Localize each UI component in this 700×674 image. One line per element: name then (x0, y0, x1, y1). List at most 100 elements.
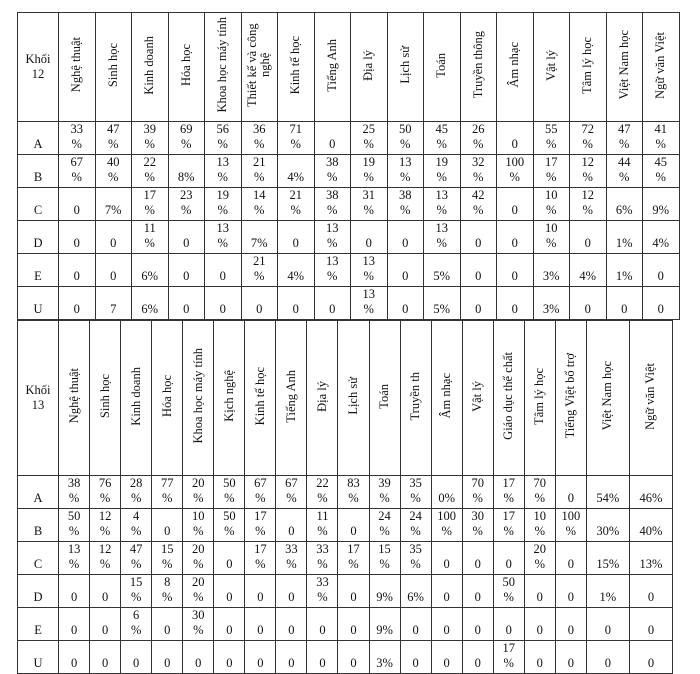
subject-name: Kịch nghệ (221, 370, 236, 422)
table-cell: 0 (554, 574, 587, 608)
column-header: Nghệ thuật (58, 12, 96, 122)
table-cell: 6% (399, 574, 432, 608)
table-cell: 0 (496, 220, 534, 254)
grade-letter: U (17, 286, 59, 320)
table-cell: 12 % (569, 187, 607, 221)
table-cell: 69 % (167, 121, 205, 155)
table-cell: 0 (94, 253, 132, 287)
table-cell: 0 (58, 640, 91, 674)
table-cell: 0 (89, 640, 122, 674)
table-cell: 4% (642, 220, 680, 254)
table-cell: 17 % (532, 154, 570, 188)
table-cell: 0 (58, 253, 96, 287)
table-cell: 4 % (120, 508, 153, 542)
subject-name: Nghệ thuật (69, 37, 84, 93)
table-cell: 13 % (313, 253, 351, 287)
table-cell: 31 % (350, 187, 388, 221)
table-cell: 0 (459, 253, 497, 287)
grade-letter: A (17, 121, 59, 155)
table-cell: 11 % (306, 508, 339, 542)
table-cell: 0 (167, 253, 205, 287)
table-cell: 0 (213, 640, 246, 674)
table-cell: 5% (423, 286, 461, 320)
table-cell: 38 % (313, 187, 351, 221)
subject-name: Nghệ thuật (66, 368, 81, 424)
table-cell: 32 % (459, 154, 497, 188)
table-cell: 10 % (182, 508, 215, 542)
table-cell: 15% (585, 541, 630, 575)
table-row: B 67 % 40 % 22 % 8% 13 % 21 % 4% 38 % 19 % 13 % 19 … (17, 154, 680, 188)
table-cell: 0 (430, 607, 463, 641)
column-header: Vật lý (461, 320, 494, 476)
table-cell: 50 % (386, 121, 424, 155)
table-cell: 20 % (182, 541, 215, 575)
table-cell: 0 (554, 475, 587, 509)
subject-name: Hóa học (159, 375, 174, 417)
table-cell: 19 % (204, 187, 242, 221)
column-header: Sinh học (89, 320, 122, 476)
table-cell: 0 (461, 607, 494, 641)
column-header: Khoa học máy tính (182, 320, 215, 476)
table-cell: 13 % (386, 154, 424, 188)
column-header: Vật lý (532, 12, 570, 122)
table-cell: 10 % (532, 220, 570, 254)
subject-name: Kinh tế học (288, 35, 303, 95)
grade-letter: D (17, 220, 59, 254)
table-cell: 45 % (423, 121, 461, 155)
table-cell: 3% (368, 640, 401, 674)
table-cell: 76 % (89, 475, 122, 509)
table-cell: 15 % (120, 574, 153, 608)
table-row: D 0 0 11 % 0 13 % 7% 0 13 % 0 0 13 % 0 0 10 % 0 1% 4% (17, 220, 680, 254)
table-cell: 0 (430, 541, 463, 575)
table-cell: 100 % (430, 508, 463, 542)
table-cell: 0 (313, 286, 351, 320)
table-cell: 70 % (523, 475, 556, 509)
column-header: Sinh học (94, 12, 132, 122)
table-cell: 71 % (277, 121, 315, 155)
column-header: Truyền th (399, 320, 432, 476)
table-cell: 0 (204, 253, 242, 287)
table-cell: 0 (337, 574, 370, 608)
table-cell: 4% (277, 253, 315, 287)
table-cell: 0 (182, 640, 215, 674)
column-header: Kinh doanh (131, 12, 169, 122)
column-header: Hóa học (167, 12, 205, 122)
table-cell: 20 % (182, 475, 215, 509)
column-header: Tiếng Anh (275, 320, 308, 476)
table-cell: 9% (642, 187, 680, 221)
column-header: Truyền thông (459, 12, 497, 122)
grade-12-table: Khối 12 Nghệ thuật Sinh học Kinh doanh Hóa h… (17, 12, 680, 320)
table-body: A 33 % 47 % 39 % 69 % 56 % 36 % 71 % 0 25 % 50 % 45… (17, 121, 680, 320)
table-cell: 41 % (642, 121, 680, 155)
table-cell: 8 % (151, 574, 184, 608)
subject-name: Địa lý (361, 49, 376, 81)
table-cell: 0 (89, 607, 122, 641)
table-cell: 0 (277, 286, 315, 320)
table-cell: 5% (423, 253, 461, 287)
table-cell: 0 (492, 541, 525, 575)
table-cell: 23 % (167, 187, 205, 221)
table-cell: 9% (368, 574, 401, 608)
table-cell: 0 (277, 220, 315, 254)
table-cell: 0 (213, 574, 246, 608)
table-cell: 17 % (244, 541, 277, 575)
table-cell: 4% (569, 253, 607, 287)
column-header: Lịch sử (337, 320, 370, 476)
table-cell: 0 (244, 574, 277, 608)
column-header: Toán (368, 320, 401, 476)
table-cell: 0 (569, 286, 607, 320)
table-cell: 0 (58, 607, 91, 641)
subject-name: Vật lý (470, 380, 485, 412)
table-cell: 0 (642, 286, 680, 320)
table-row: C 13 % 12 % 47 % 15 % 20 % 0 17 % 33 % 33 % 17 % 15… (16, 541, 674, 575)
table-cell: 0 (313, 121, 351, 155)
table-cell: 0 (554, 640, 587, 674)
grade-13-table: Khối 13 Nghệ thuật Sinh học Kinh doanh Hóa h… (16, 320, 674, 674)
column-header: Kịch nghệ (213, 320, 246, 476)
column-header: Kinh doanh (120, 320, 153, 476)
table-cell: 54% (585, 475, 630, 509)
table-cell: 40% (628, 508, 674, 542)
table-cell: 17 % (492, 475, 525, 509)
subject-name: Khoa học máy tính (215, 17, 230, 113)
column-header: Việt Nam học (605, 12, 643, 122)
